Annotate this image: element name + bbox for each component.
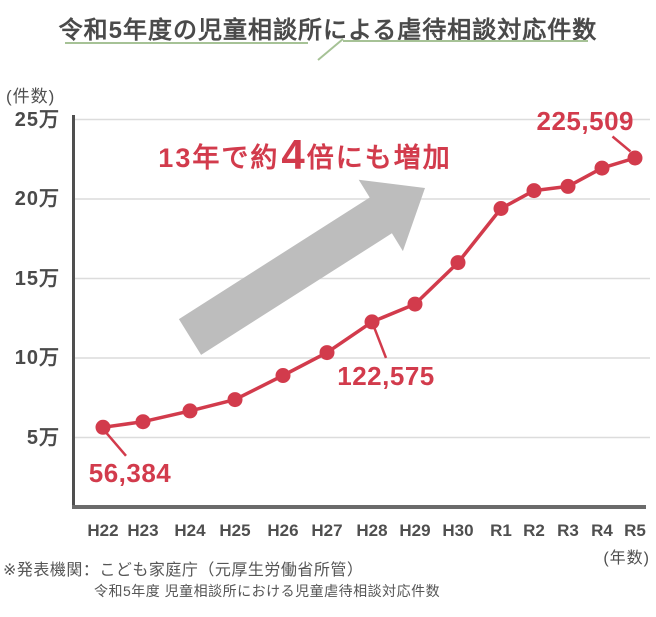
chart-title: 令和5年度の児童相談所による虐待相談対応件数 <box>58 17 598 44</box>
x-tick-label: H30 <box>442 521 474 540</box>
data-point <box>627 150 643 166</box>
data-point <box>95 419 111 435</box>
data-point <box>407 296 423 312</box>
value-callout-h28: 122,575 <box>337 361 435 391</box>
title-underline <box>317 38 344 61</box>
trend-arrow-icon <box>178 179 425 355</box>
x-tick-label: R3 <box>557 521 579 540</box>
x-tick-label: R5 <box>624 521 646 540</box>
data-point <box>182 403 198 419</box>
x-tick-label: R2 <box>523 521 545 540</box>
x-tick-label: H26 <box>267 521 299 540</box>
callout-leader-line <box>104 430 127 457</box>
increase-annotation: 13年で約 4 倍にも増加 <box>140 129 470 181</box>
y-tick-label: 20万 <box>14 188 60 210</box>
data-point <box>526 183 542 199</box>
data-point <box>364 314 380 330</box>
callout-leader-line <box>372 326 388 359</box>
source-line: ※発表機関：こども家庭庁（元厚生労働省所管） <box>3 562 364 579</box>
x-tick-label: H23 <box>127 521 159 540</box>
y-tick-label: 15万 <box>14 267 60 290</box>
y-tick-label: 25万 <box>14 108 60 131</box>
annotation-prefix: 13年で約 <box>158 142 280 173</box>
x-tick-label: H29 <box>399 521 431 540</box>
data-point <box>493 201 509 216</box>
y-tick-label: 5万 <box>26 426 60 449</box>
x-tick-label: H27 <box>311 521 343 540</box>
y-tick-label: 10万 <box>14 347 60 369</box>
data-point <box>275 368 291 383</box>
y-axis-unit-label: (件数) <box>6 87 56 106</box>
x-tick-label: R1 <box>490 521 512 540</box>
x-axis-unit-label: (年数) <box>603 550 650 567</box>
callout-leader-line <box>611 135 632 153</box>
x-tick-label: H28 <box>356 521 388 540</box>
data-point <box>594 160 610 176</box>
report-line: 令和5年度 児童相談所における児童虐待相談対応件数 <box>94 583 441 599</box>
data-point <box>135 414 151 430</box>
x-tick-label: R4 <box>591 521 613 540</box>
data-point <box>450 255 466 271</box>
x-tick-label: H24 <box>174 521 206 540</box>
value-callout-r5: 225,509 <box>536 106 634 136</box>
x-tick-label: H25 <box>219 521 251 540</box>
data-point <box>227 392 243 408</box>
value-callout-h22: 56,384 <box>88 458 172 488</box>
annotation-big-number: 4 <box>281 131 305 178</box>
x-tick-label: H22 <box>87 521 119 540</box>
data-point <box>319 345 335 361</box>
data-point <box>560 178 576 194</box>
annotation-suffix: 倍にも増加 <box>306 142 452 173</box>
